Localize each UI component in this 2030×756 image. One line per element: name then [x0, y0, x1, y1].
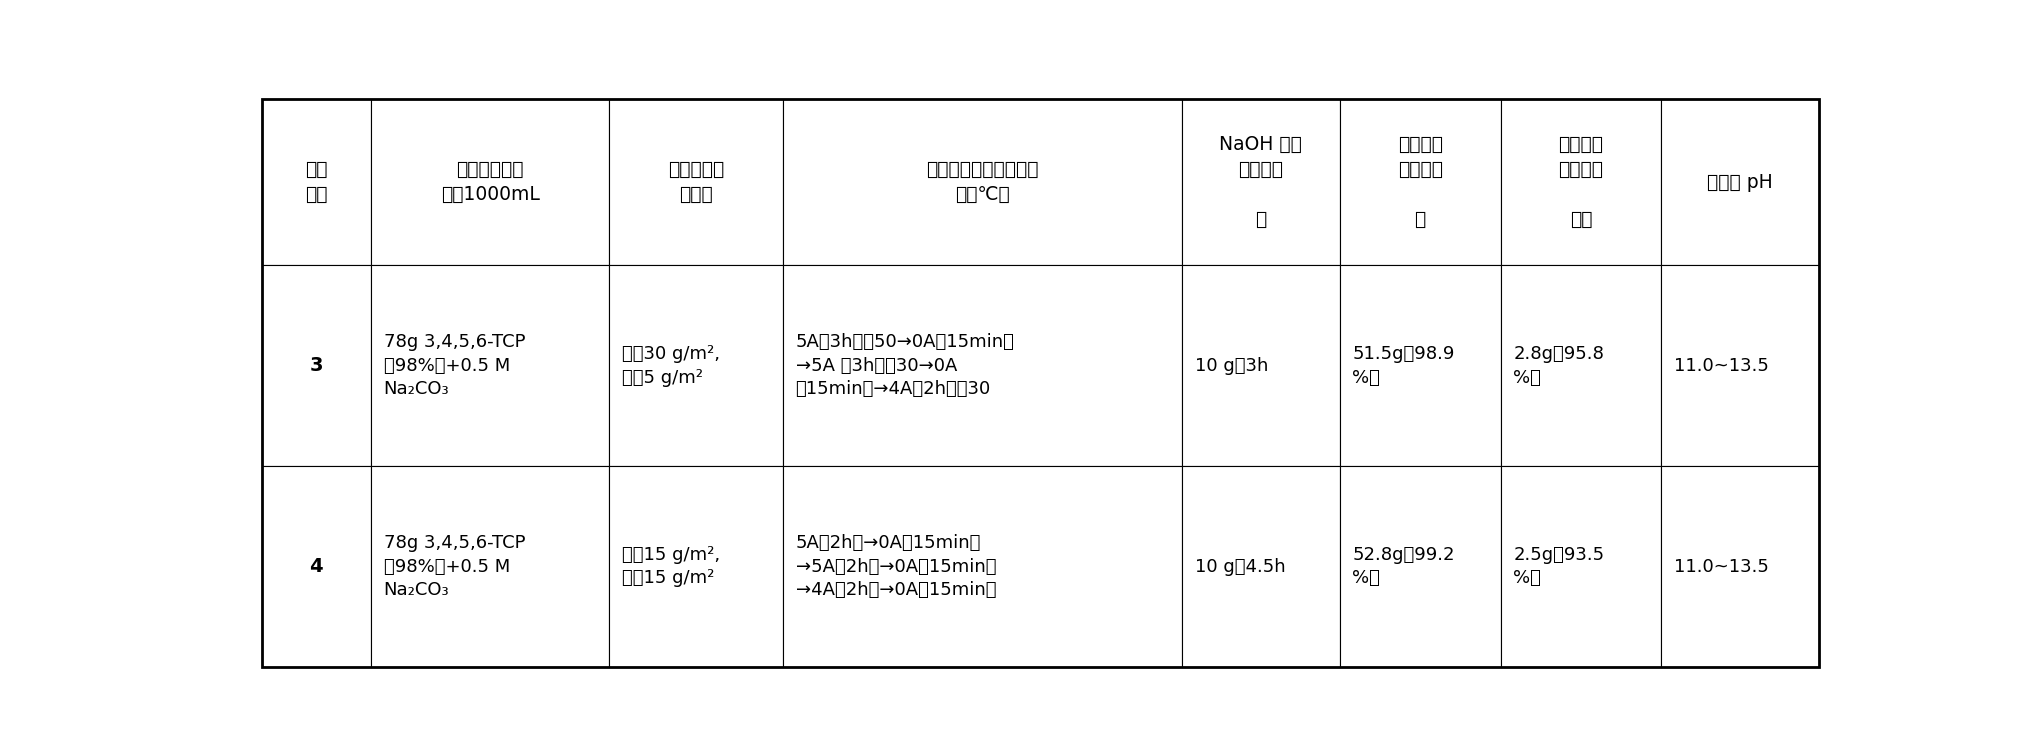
- Bar: [262, 265, 371, 466]
- Text: 钌：30 g/m²,
钛：5 g/m²: 钌：30 g/m², 钛：5 g/m²: [621, 345, 721, 386]
- Text: 4: 4: [309, 557, 323, 576]
- Bar: [1340, 100, 1500, 265]
- Text: 实验
序号: 实验 序号: [304, 160, 327, 204]
- Text: 51.5g（98.9
%）: 51.5g（98.9 %）: [1352, 345, 1456, 386]
- Bar: [1181, 265, 1340, 466]
- Text: 3: 3: [309, 356, 323, 375]
- Text: 10 g，4.5h: 10 g，4.5h: [1194, 558, 1285, 575]
- Bar: [609, 466, 784, 667]
- Bar: [1500, 100, 1661, 265]
- Bar: [609, 100, 784, 265]
- Text: 11.0~13.5: 11.0~13.5: [1675, 558, 1768, 575]
- Bar: [1661, 100, 1819, 265]
- Text: 10 g，3h: 10 g，3h: [1194, 357, 1269, 375]
- Text: 2.5g（93.5
%）: 2.5g（93.5 %）: [1512, 546, 1604, 587]
- Text: 52.8g（99.2
%）: 52.8g（99.2 %）: [1352, 546, 1456, 587]
- Bar: [371, 265, 609, 466]
- Text: 2.8g（95.8
%）: 2.8g（95.8 %）: [1512, 345, 1604, 386]
- Bar: [1500, 466, 1661, 667]
- Text: 78g 3,4,5,6-TCP
（98%）+0.5 M
Na₂CO₃: 78g 3,4,5,6-TCP （98%）+0.5 M Na₂CO₃: [384, 534, 526, 600]
- Text: 滤饼重量
及产品含

量: 滤饼重量 及产品含 量: [1397, 135, 1443, 229]
- Text: 萃取物重
量及产品

含量: 萃取物重 量及产品 含量: [1559, 135, 1604, 229]
- Text: 电解液 pH: 电解液 pH: [1707, 173, 1772, 192]
- Bar: [1340, 265, 1500, 466]
- Bar: [784, 100, 1181, 265]
- Bar: [1181, 466, 1340, 667]
- Text: 5A（2h）→0A（15min）
→5A（2h）→0A（15min）
→4A（2h）→0A（15min）: 5A（2h）→0A（15min） →5A（2h）→0A（15min） →4A（2…: [796, 534, 997, 600]
- Text: 反应液初始组
成，1000mL: 反应液初始组 成，1000mL: [441, 160, 540, 204]
- Text: 78g 3,4,5,6-TCP
（98%）+0.5 M
Na₂CO₃: 78g 3,4,5,6-TCP （98%）+0.5 M Na₂CO₃: [384, 333, 526, 398]
- Text: 电解通电程序及相应温
度（℃）: 电解通电程序及相应温 度（℃）: [926, 160, 1039, 204]
- Text: 钌：15 g/m²,
钛：15 g/m²: 钌：15 g/m², 钛：15 g/m²: [621, 546, 721, 587]
- Bar: [784, 466, 1181, 667]
- Bar: [1661, 265, 1819, 466]
- Bar: [1661, 466, 1819, 667]
- Bar: [1181, 100, 1340, 265]
- Bar: [262, 466, 371, 667]
- Bar: [1500, 265, 1661, 466]
- Bar: [371, 466, 609, 667]
- Text: NaOH 加入
量及时间

点: NaOH 加入 量及时间 点: [1220, 135, 1303, 229]
- Bar: [371, 100, 609, 265]
- Text: 钌钛阳极表
面组成: 钌钛阳极表 面组成: [668, 160, 725, 204]
- Text: 11.0~13.5: 11.0~13.5: [1675, 357, 1768, 375]
- Text: 5A（3h），50→0A（15min）
→5A （3h），30→0A
（15min）→4A（2h），30: 5A（3h），50→0A（15min） →5A （3h），30→0A （15mi…: [796, 333, 1015, 398]
- Bar: [784, 265, 1181, 466]
- Bar: [1340, 466, 1500, 667]
- Bar: [609, 265, 784, 466]
- Bar: [262, 100, 371, 265]
